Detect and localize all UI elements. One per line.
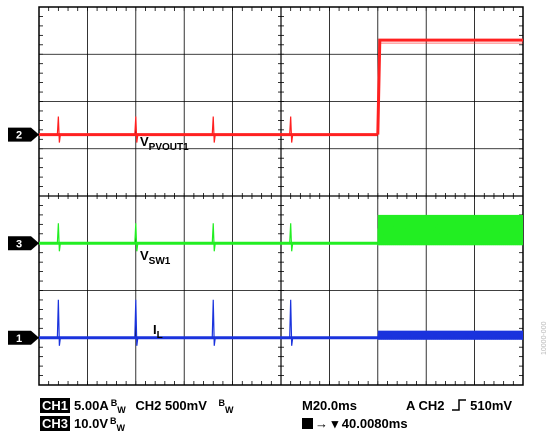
trace-step (376, 38, 523, 135)
label-il: IL (153, 322, 163, 341)
channel-marker-shape (8, 330, 39, 345)
figure-id: 10000-000 (541, 321, 548, 355)
trace-il (39, 299, 523, 346)
graticule (38, 6, 524, 386)
ch3-scale: 10.0V (74, 416, 108, 431)
channel-marker-2: 2 (8, 127, 39, 142)
label-vsw1: VSW1 (140, 248, 171, 267)
trace-burst (377, 330, 523, 340)
ch3-bw: W (116, 423, 126, 433)
channel-marker-label: 2 (16, 130, 22, 142)
channel-marker-label: 3 (16, 238, 22, 250)
trace-vpvout1 (39, 38, 523, 143)
trigger-readout: A CH2 510mV (406, 398, 513, 413)
trace-spike (211, 299, 216, 346)
label-vpvout1: VPVOUT1 (140, 134, 189, 153)
ch3-chip: CH3 (40, 416, 71, 431)
channel-marker-3: 3 (8, 236, 39, 251)
rising-edge-icon (452, 399, 467, 411)
channel-marker-1: 1 (8, 330, 39, 345)
trigger-arrow-icon: → ▾ (315, 416, 339, 431)
trace-spike (211, 223, 216, 252)
trigger-position: → ▾ 40.0080ms (302, 416, 408, 432)
channel-marker-label: 1 (16, 333, 22, 345)
trace-labels: VPVOUT1 VSW1 IL (140, 134, 189, 341)
timebase: M20.0ms (302, 398, 357, 413)
trace-spike (56, 116, 61, 143)
trace-spike (134, 299, 139, 346)
ch1-chip: CH1 (40, 398, 71, 413)
trace-spike (211, 116, 216, 143)
channel-markers: 2 3 1 (8, 127, 39, 345)
trace-spike (289, 116, 294, 143)
trigger-position-icon (302, 418, 313, 429)
ch1-bw: W (117, 405, 126, 415)
traces (39, 38, 523, 346)
ch1-scale: 5.00A (74, 398, 109, 413)
trace-spike (289, 299, 294, 346)
channel-marker-shape (8, 236, 39, 251)
trace-spike (134, 116, 139, 143)
ch2-bw: W (225, 405, 234, 415)
trace-vsw1 (39, 214, 523, 252)
channel-marker-shape (8, 127, 39, 142)
trace-spike (289, 223, 294, 252)
ch2-scale: CH2 500mV (135, 398, 207, 413)
trace-spike (134, 223, 139, 252)
footer-row-2: CH3 10.0V BW (40, 416, 126, 433)
trace-spike (56, 299, 61, 346)
trace-spike (56, 223, 61, 252)
footer-row-1: CH1 5.00A BW CH2 500mV BW (40, 398, 234, 415)
